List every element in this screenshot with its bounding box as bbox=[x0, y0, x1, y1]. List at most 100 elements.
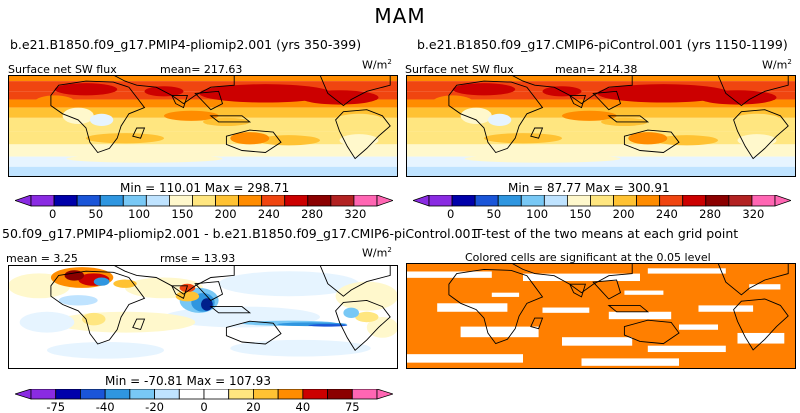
panel-d-nonsig-3 bbox=[437, 303, 508, 312]
panel-b-colorbar: 0 50 100 150 200 240 280 320 bbox=[413, 195, 791, 221]
panel-c-patch-15 bbox=[58, 295, 98, 306]
panel-a-coast-india bbox=[171, 94, 189, 109]
panel-c-coast-madagascar bbox=[132, 318, 146, 331]
panel-c-patch-25 bbox=[355, 311, 379, 323]
panel-b-band-0 bbox=[406, 75, 796, 82]
panel-b-colorbar-tick-1: 50 bbox=[487, 207, 502, 221]
panel-b-band-1 bbox=[406, 81, 796, 92]
panel-c-colorbar-cell-10 bbox=[277, 389, 304, 400]
panel-a-patch-5 bbox=[62, 107, 94, 124]
panel-d-coast-eurasia bbox=[511, 263, 633, 294]
panel-a-patch-10 bbox=[86, 133, 164, 144]
panel-c-coast-namerica bbox=[319, 265, 391, 297]
panel-b-map bbox=[406, 75, 796, 177]
panel-a-colorbar-tick-3: 150 bbox=[171, 207, 193, 221]
panel-c-colorbar-cell-8 bbox=[228, 389, 254, 400]
panel-a-coast-samerica bbox=[335, 109, 391, 160]
panel-c-patch-19 bbox=[201, 298, 213, 311]
panel-a-units: W/m2 bbox=[362, 58, 392, 72]
panel-a-colorbar-cell-0 bbox=[30, 195, 55, 207]
panel-b-colorbar-tick-0: 0 bbox=[447, 207, 454, 221]
panel-a-coast-eurasia bbox=[113, 75, 235, 105]
panel-b-patch-14 bbox=[464, 154, 621, 163]
panel-b-title: b.e21.B1850.f09_g17.CMIP6-piControl.001 … bbox=[417, 37, 788, 52]
panel-b-coast-africa bbox=[448, 80, 544, 154]
panel-d-subtitle: Colored cells are significant at the 0.0… bbox=[465, 251, 711, 264]
panel-b-band-8 bbox=[406, 156, 796, 167]
panel-a-units-exp: 2 bbox=[387, 58, 392, 66]
panel-b-coast-madagascar bbox=[530, 127, 544, 139]
panel-b-band-6 bbox=[406, 131, 796, 145]
panel-b-units-base: W/m bbox=[762, 58, 788, 72]
panel-c-colorbar-cell-13 bbox=[351, 389, 378, 400]
panel-b-colorbar-cell-1 bbox=[451, 195, 476, 207]
panel-d-coast-india bbox=[569, 283, 587, 298]
panel-d-nonsig-11 bbox=[406, 354, 523, 363]
panel-b-coast-australia bbox=[623, 129, 680, 153]
panel-c-colorbar-tick-4: 20 bbox=[246, 400, 261, 413]
panel-b-patch-9 bbox=[733, 113, 781, 126]
panel-a-patch-9 bbox=[335, 113, 383, 126]
panel-a-coast-australia bbox=[225, 129, 282, 153]
panel-a-colorbar-cell-3 bbox=[99, 195, 124, 207]
panel-b-patch-5 bbox=[460, 107, 492, 124]
figure-title: MAM bbox=[374, 4, 426, 28]
panel-d-nonsig-15 bbox=[624, 290, 664, 295]
panel-c-coast-australia bbox=[225, 320, 282, 345]
panel-c-colorbar-cell-9 bbox=[253, 389, 279, 400]
panel-a-colorbar-cell-8 bbox=[215, 195, 240, 207]
panel-c-colorbar-cell-4 bbox=[129, 389, 155, 400]
panel-a-band-3 bbox=[8, 99, 398, 108]
panel-a-coast-madagascar bbox=[132, 127, 146, 139]
panel-a-patch-14 bbox=[66, 154, 223, 163]
panel-c-coast-indonesia bbox=[209, 306, 252, 314]
panel-a-title: b.e21.B1850.f09_g17.PMIP4-pliomip2.001 (… bbox=[10, 37, 362, 52]
panel-a-band-1 bbox=[8, 81, 398, 92]
panel-a-patch-12 bbox=[230, 132, 270, 145]
panel-c-coast-africa bbox=[50, 270, 146, 345]
panel-c-mean: mean = 3.25 bbox=[6, 252, 78, 265]
panel-a-colorbar-end-low bbox=[15, 195, 32, 207]
panel-d-nonsig-1 bbox=[523, 273, 640, 282]
panel-a-minmax: Min = 110.01 Max = 298.71 bbox=[120, 181, 290, 195]
panel-b-patch-0 bbox=[597, 84, 730, 103]
panel-c-units: W/m2 bbox=[362, 246, 392, 260]
panel-a-colorbar-tick-1: 50 bbox=[89, 207, 104, 221]
panel-d-coast-namerica bbox=[717, 263, 789, 296]
panel-d-coast-australia bbox=[623, 319, 680, 345]
panel-b-patch-1 bbox=[698, 90, 777, 105]
panel-c-colorbar-tick-3: 0 bbox=[200, 400, 207, 413]
panel-b-colorbar-tick-3: 150 bbox=[569, 207, 591, 221]
panel-c-colorbar-tick-1: -40 bbox=[96, 400, 115, 413]
panel-c-units-base: W/m bbox=[362, 246, 388, 260]
panel-b-colorbar-tick-4: 200 bbox=[613, 207, 635, 221]
panel-c-patch-13 bbox=[93, 277, 110, 286]
panel-c-frame bbox=[8, 265, 398, 369]
panel-b-patch-7 bbox=[562, 110, 617, 121]
panel-b-patch-13 bbox=[737, 134, 777, 147]
panel-a-colorbar-cell-5 bbox=[145, 195, 170, 207]
panel-a-band-6 bbox=[8, 131, 398, 145]
panel-b-band-7 bbox=[406, 144, 796, 157]
panel-d-coast-indonesia bbox=[607, 304, 650, 313]
panel-c-coast-samerica bbox=[335, 299, 391, 351]
panel-c-minmax: Min = -70.81 Max = 107.93 bbox=[105, 374, 271, 388]
panel-d-map bbox=[406, 263, 796, 369]
panel-c-title: 50.f09_g17.PMIP4-pliomip2.001 - b.e21.B1… bbox=[2, 226, 479, 241]
panel-c-colorbar-cell-3 bbox=[104, 389, 131, 400]
panel-a-colorbar-cell-12 bbox=[307, 195, 332, 207]
panel-c-patch-5 bbox=[54, 311, 196, 333]
panel-c-units-exp: 2 bbox=[387, 246, 392, 254]
panel-b-colorbar-cell-3 bbox=[497, 195, 522, 207]
panel-d-nonsig-6 bbox=[698, 305, 754, 312]
panel-a-patch-2 bbox=[54, 83, 118, 96]
panel-c-colorbar-cell-0 bbox=[30, 389, 57, 400]
panel-a-colorbar-cell-14 bbox=[353, 195, 378, 207]
panel-d-nonsig-8 bbox=[562, 337, 633, 346]
panel-c-patch-6 bbox=[19, 311, 75, 333]
panel-a-colorbar-cell-4 bbox=[122, 195, 147, 207]
panel-a-colorbar-tick-7: 320 bbox=[344, 207, 366, 221]
panel-b-variable: Surface net SW flux bbox=[405, 63, 514, 76]
panel-a-colorbar-tick-5: 240 bbox=[258, 207, 280, 221]
panel-c-patch-3 bbox=[335, 281, 398, 311]
